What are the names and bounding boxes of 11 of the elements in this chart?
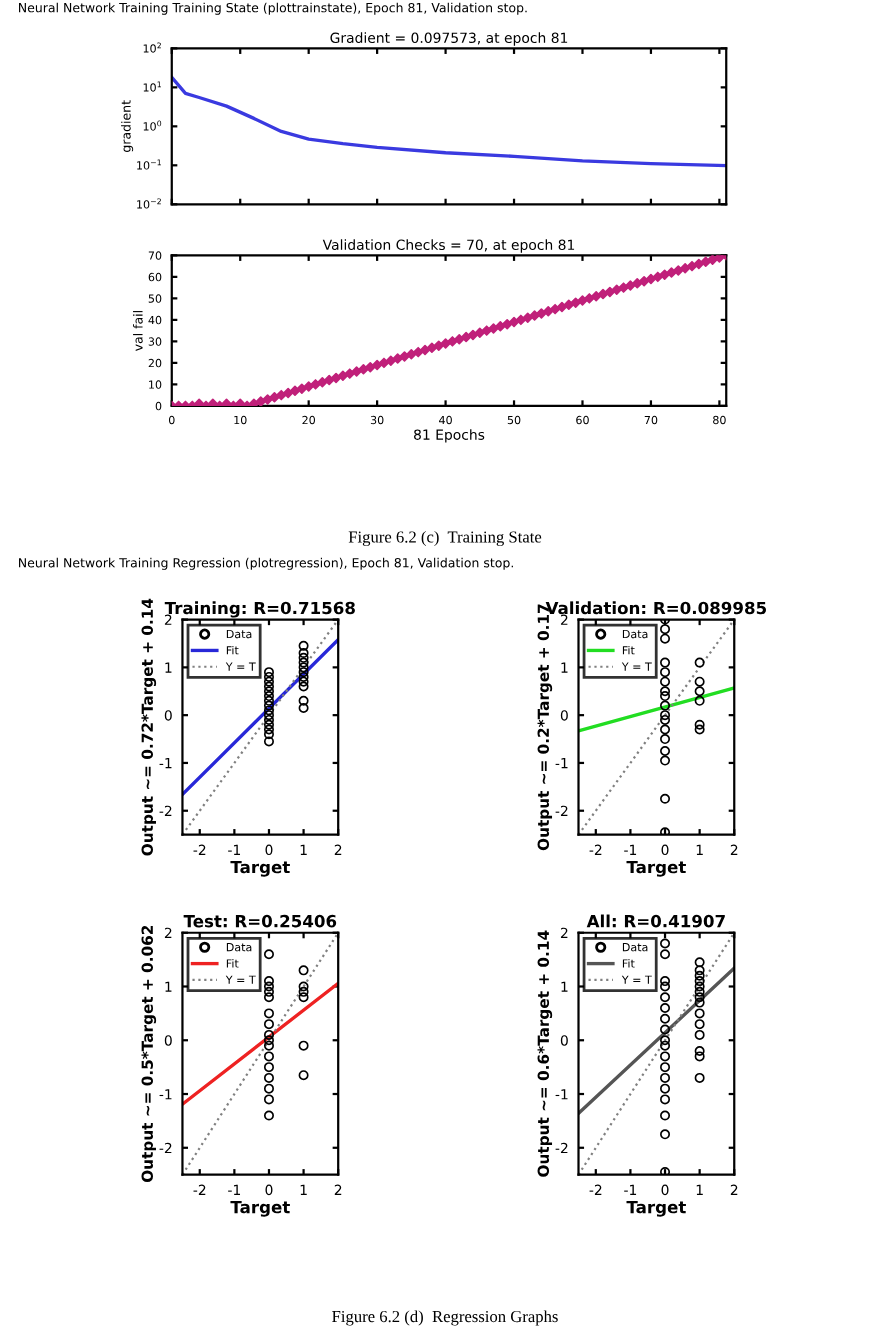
chart-title: Test: R=0.25406 — [183, 914, 337, 928]
x-axis-title: Target — [230, 1200, 290, 1217]
x-axis-title: Target — [626, 860, 686, 877]
line-series — [171, 75, 727, 168]
caption: Figure 6.2 (c) Training State — [348, 530, 542, 547]
caption: Figure 6.2 (d) Regression Graphs — [332, 1310, 558, 1326]
chart-title: Training: R=0.71568 — [164, 601, 355, 618]
chart-title: All: R=0.41907 — [586, 914, 725, 928]
x-axis-title: Target — [230, 860, 290, 877]
x-axis-title: Target — [626, 1200, 686, 1217]
chart-title: Validation: R=0.089985 — [545, 601, 767, 615]
